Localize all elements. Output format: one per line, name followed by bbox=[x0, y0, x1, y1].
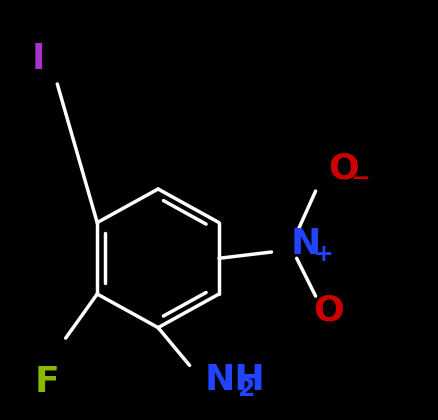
Text: F: F bbox=[35, 365, 59, 399]
Text: −: − bbox=[350, 167, 370, 190]
Text: O: O bbox=[328, 151, 359, 185]
Text: +: + bbox=[314, 243, 333, 265]
Text: N: N bbox=[290, 227, 321, 260]
Text: I: I bbox=[32, 42, 45, 76]
Text: NH: NH bbox=[204, 363, 265, 397]
Text: O: O bbox=[313, 294, 343, 328]
Text: 2: 2 bbox=[238, 376, 255, 401]
